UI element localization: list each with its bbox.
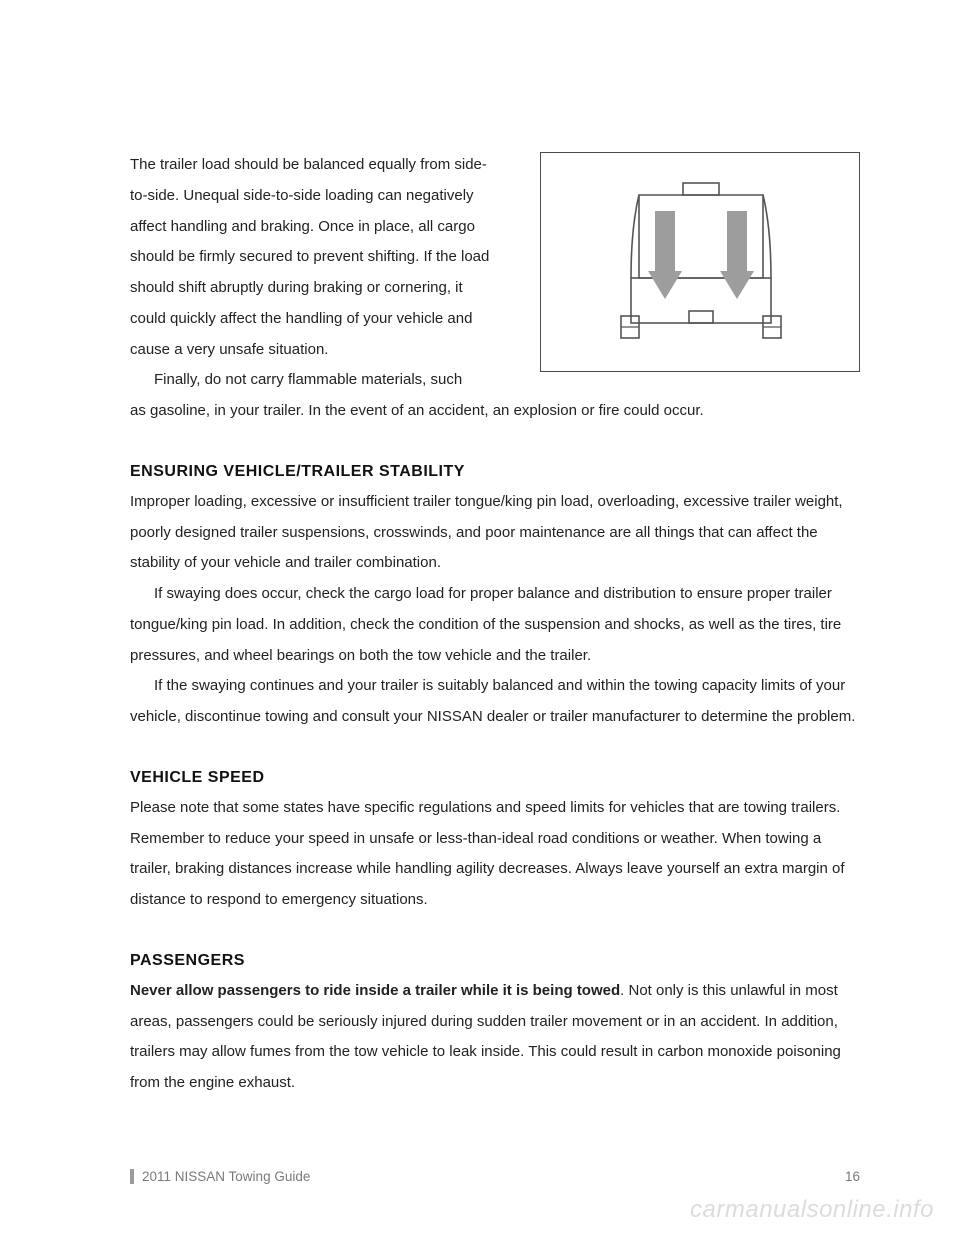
footer-bar-icon: [130, 1169, 134, 1184]
heading-passengers: PASSENGERS: [130, 952, 860, 970]
intro-block: The trailer load should be balanced equa…: [130, 150, 860, 396]
trailer-rear-figure: [540, 152, 860, 372]
heading-speed: VEHICLE SPEED: [130, 769, 860, 787]
passengers-lead: Never allow passengers to ride inside a …: [130, 982, 620, 999]
intro-paragraph-1: The trailer load should be balanced equa…: [130, 150, 500, 365]
section-passengers: PASSENGERS Never allow passengers to rid…: [130, 952, 860, 1099]
footer-left: 2011 NISSAN Towing Guide: [130, 1169, 310, 1184]
heading-stability: ENSURING VEHICLE/TRAILER STABILITY: [130, 463, 860, 481]
footer-doc-title: 2011 NISSAN Towing Guide: [142, 1169, 310, 1184]
intro-paragraph-2b: as gasoline, in your trailer. In the eve…: [130, 396, 860, 427]
section-speed: VEHICLE SPEED Please note that some stat…: [130, 769, 860, 916]
intro-paragraph-2a: Finally, do not carry flammable material…: [130, 365, 500, 396]
manual-page: The trailer load should be balanced equa…: [0, 0, 960, 1242]
trailer-rear-icon: [541, 153, 861, 373]
page-footer: 2011 NISSAN Towing Guide 16: [130, 1169, 860, 1184]
speed-p1: Please note that some states have specif…: [130, 793, 860, 916]
section-stability: ENSURING VEHICLE/TRAILER STABILITY Impro…: [130, 463, 860, 733]
watermark: carmanualsonline.info: [690, 1196, 934, 1224]
footer-page-number: 16: [845, 1169, 860, 1184]
stability-p2: If swaying does occur, check the cargo l…: [130, 579, 860, 671]
stability-p1: Improper loading, excessive or insuffici…: [130, 487, 860, 579]
passengers-p1: Never allow passengers to ride inside a …: [130, 976, 860, 1099]
stability-p3: If the swaying continues and your traile…: [130, 671, 860, 733]
